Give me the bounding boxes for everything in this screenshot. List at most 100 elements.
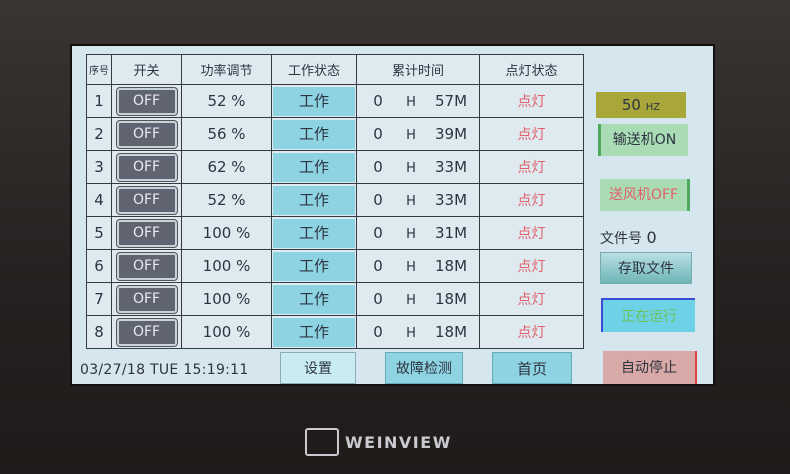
table-row: 5 OFF 100 % 工作 0 H 31M 点灯	[86, 216, 584, 250]
switch-button[interactable]: OFF	[116, 285, 177, 313]
power-value[interactable]: 56 %	[181, 117, 272, 151]
switch-cell: OFF	[111, 183, 182, 217]
switch-cell: OFF	[111, 117, 182, 151]
hours-unit: H	[406, 128, 416, 143]
work-state: 工作	[273, 152, 355, 182]
accumulated-time: 0 H 31M	[356, 216, 480, 250]
hours: 0	[373, 290, 383, 308]
power-value[interactable]: 62 %	[181, 150, 272, 184]
work-state-cell: 工作	[271, 150, 357, 184]
column-header: 序号	[86, 54, 112, 85]
settings-button[interactable]: 设置	[280, 352, 356, 384]
lamp-state: 点灯	[517, 292, 546, 308]
table-row: 3 OFF 62 % 工作 0 H 33M 点灯	[86, 150, 584, 184]
table-row: 6 OFF 100 % 工作 0 H 18M 点灯	[86, 249, 584, 283]
column-header: 功率调节	[181, 54, 272, 85]
table-row: 4 OFF 52 % 工作 0 H 33M 点灯	[86, 183, 584, 217]
work-state-cell: 工作	[271, 183, 357, 217]
row-number: 4	[86, 183, 112, 217]
brand-logo: WEINVIEW	[305, 428, 452, 456]
accumulated-time: 0 H 18M	[356, 282, 480, 316]
switch-button[interactable]: OFF	[116, 120, 177, 148]
switch-cell: OFF	[111, 315, 182, 349]
hours: 0	[373, 125, 383, 143]
hours-unit: H	[406, 326, 416, 341]
blower-button[interactable]: 送风机OFF	[600, 179, 690, 211]
hours-unit: H	[406, 161, 416, 176]
work-state-cell: 工作	[271, 282, 357, 316]
hours-unit: H	[406, 194, 416, 209]
hours-unit: H	[406, 260, 416, 275]
work-state-cell: 工作	[271, 315, 357, 349]
file-number: 文件号 0	[600, 228, 690, 248]
frequency-unit: HZ	[645, 102, 661, 113]
minutes: 33M	[434, 191, 468, 209]
lamp-state: 点灯	[517, 94, 546, 110]
lamp-cell: 点灯	[479, 216, 584, 250]
accumulated-time: 0 H 18M	[356, 249, 480, 283]
work-state-cell: 工作	[271, 117, 357, 151]
conveyor-button[interactable]: 输送机ON	[598, 124, 688, 156]
column-header: 累计时间	[356, 54, 480, 85]
lamp-cell: 点灯	[479, 183, 584, 217]
work-state: 工作	[273, 185, 355, 215]
file-access-button[interactable]: 存取文件	[600, 252, 692, 284]
power-value[interactable]: 100 %	[181, 315, 272, 349]
lamp-table: 序号 开关 功率调节 工作状态 累计时间 点灯状态 1 OFF 52 % 工作 0 H 57M…	[86, 54, 584, 349]
lamp-state: 点灯	[517, 226, 546, 242]
fault-check-button[interactable]: 故障检测	[385, 352, 463, 384]
switch-button[interactable]: OFF	[116, 219, 177, 247]
work-state-cell: 工作	[271, 216, 357, 250]
table-row: 1 OFF 52 % 工作 0 H 57M 点灯	[86, 84, 584, 118]
auto-stop-button[interactable]: 自动停止	[603, 351, 697, 384]
row-number: 6	[86, 249, 112, 283]
lamp-cell: 点灯	[479, 249, 584, 283]
hours: 0	[373, 92, 383, 110]
file-number-value: 0	[646, 228, 657, 247]
table-row: 8 OFF 100 % 工作 0 H 18M 点灯	[86, 315, 584, 349]
running-status: 正在运行	[601, 298, 695, 332]
work-state: 工作	[273, 251, 355, 281]
hours: 0	[373, 224, 383, 242]
switch-cell: OFF	[111, 84, 182, 118]
power-value[interactable]: 52 %	[181, 84, 272, 118]
minutes: 18M	[434, 257, 468, 275]
work-state-cell: 工作	[271, 249, 357, 283]
hours: 0	[373, 323, 383, 341]
frequency-display: 50 HZ	[596, 92, 686, 118]
switch-cell: OFF	[111, 282, 182, 316]
power-value[interactable]: 100 %	[181, 282, 272, 316]
switch-cell: OFF	[111, 150, 182, 184]
lamp-state: 点灯	[517, 325, 546, 341]
switch-button[interactable]: OFF	[116, 87, 177, 115]
accumulated-time: 0 H 39M	[356, 117, 480, 151]
switch-button[interactable]: OFF	[116, 186, 177, 214]
work-state-cell: 工作	[271, 84, 357, 118]
switch-button[interactable]: OFF	[116, 318, 177, 346]
home-button[interactable]: 首页	[492, 352, 572, 384]
row-number: 3	[86, 150, 112, 184]
table-row: 2 OFF 56 % 工作 0 H 39M 点灯	[86, 117, 584, 151]
lamp-state: 点灯	[517, 127, 546, 143]
logo-icon	[305, 428, 339, 456]
frequency-value: 50	[621, 96, 641, 114]
work-state: 工作	[273, 317, 355, 347]
minutes: 18M	[434, 323, 468, 341]
switch-button[interactable]: OFF	[116, 153, 177, 181]
power-value[interactable]: 100 %	[181, 216, 272, 250]
work-state: 工作	[273, 119, 355, 149]
lamp-state: 点灯	[517, 259, 546, 275]
lamp-cell: 点灯	[479, 315, 584, 349]
accumulated-time: 0 H 57M	[356, 84, 480, 118]
row-number: 7	[86, 282, 112, 316]
power-value[interactable]: 52 %	[181, 183, 272, 217]
power-value[interactable]: 100 %	[181, 249, 272, 283]
accumulated-time: 0 H 33M	[356, 183, 480, 217]
switch-cell: OFF	[111, 216, 182, 250]
column-header: 工作状态	[271, 54, 357, 85]
switch-button[interactable]: OFF	[116, 252, 177, 280]
hours-unit: H	[406, 95, 416, 110]
hours-unit: H	[406, 293, 416, 308]
hours: 0	[373, 257, 383, 275]
row-number: 8	[86, 315, 112, 349]
